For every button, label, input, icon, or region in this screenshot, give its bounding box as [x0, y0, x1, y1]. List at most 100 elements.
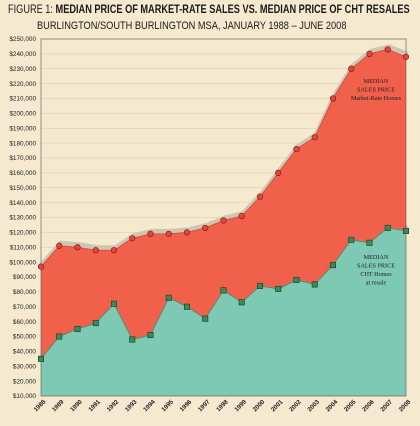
market-point: [129, 235, 136, 242]
market-point: [110, 247, 118, 254]
y-axis-ticks: $10,000 $20,000 $30,000 $40,000 $50,000 $60,0…: [9, 36, 36, 400]
x-tick-label: 1994: [142, 398, 157, 413]
market-point: [147, 230, 154, 237]
x-tick-label: 2007: [379, 398, 394, 413]
cht-point: [129, 336, 136, 343]
cht-point: [329, 262, 336, 269]
cht-point: [348, 236, 355, 243]
x-tick-label: 1997: [197, 398, 212, 413]
cht-point: [165, 294, 172, 301]
y-tick-label: $60,000: [13, 319, 37, 326]
market-point: [293, 145, 300, 153]
x-tick-label: 1992: [106, 398, 121, 413]
market-point: [275, 169, 282, 176]
y-tick-label: $200,000: [9, 111, 36, 118]
y-tick-label: $240,000: [9, 51, 36, 58]
cht-point: [37, 355, 44, 362]
cht-point: [147, 332, 154, 339]
x-tick-label: 2002: [288, 398, 303, 413]
x-tick-label: 2006: [361, 398, 376, 413]
cht-point: [366, 239, 373, 246]
y-tick-label: $30,000: [13, 363, 37, 370]
y-tick-label: $80,000: [13, 289, 37, 296]
y-tick-label: $230,000: [9, 66, 36, 73]
market-annotation-line: Market-Rate Homes: [351, 95, 402, 102]
market-point: [256, 193, 264, 200]
x-tick-label: 1993: [124, 398, 139, 413]
x-tick-label: 2004: [325, 398, 340, 413]
chart-title: FIGURE 1: MEDIAN PRICE OF MARKET-RATE SA…: [8, 4, 410, 17]
x-tick-label: 2005: [343, 398, 358, 413]
market-point: [92, 247, 99, 254]
x-tick-label: 2000: [252, 398, 267, 413]
series-annotations: MEDIAN SALES PRICE Market-Rate Homes MEDIAN…: [351, 78, 402, 287]
y-tick-label: $50,000: [13, 334, 37, 341]
y-tick-label: $130,000: [9, 215, 36, 222]
data-markers: [37, 46, 410, 362]
cht-point: [74, 326, 81, 333]
x-tick-label: 1999: [233, 398, 248, 413]
x-tick-label: 2008: [398, 398, 413, 413]
y-tick-label: $20,000: [13, 378, 37, 385]
x-tick-label: 1996: [179, 398, 194, 413]
cht-point: [256, 282, 263, 289]
y-tick-label: $110,000: [10, 244, 37, 251]
cht-annotation-line: MEDIAN: [364, 254, 389, 261]
x-tick-label: 1989: [51, 398, 66, 413]
cht-point: [111, 300, 118, 307]
title-main: MEDIAN PRICE OF MARKET-RATE SALES VS. ME…: [55, 4, 410, 16]
y-tick-label: $220,000: [9, 81, 36, 88]
cht-point: [275, 285, 282, 292]
cht-annotation-line: at resale: [366, 280, 387, 287]
y-tick-label: $250,000: [9, 36, 36, 43]
cht-point: [92, 320, 99, 327]
y-tick-label: $170,000: [9, 155, 36, 162]
market-point: [384, 46, 391, 53]
cht-point: [384, 224, 391, 231]
cht-point: [184, 303, 191, 310]
x-tick-label: 2001: [270, 398, 285, 413]
cht-point: [402, 227, 409, 234]
market-point: [37, 263, 45, 270]
y-tick-label: $180,000: [9, 140, 36, 147]
cht-point: [220, 287, 227, 294]
x-tick-label: 2003: [306, 398, 321, 413]
market-point: [311, 134, 318, 141]
y-tick-label: $90,000: [13, 274, 37, 281]
y-tick-label: $160,000: [9, 170, 36, 177]
cht-annotation-line: SALES PRICE: [357, 263, 395, 270]
cht-point: [56, 333, 63, 340]
y-tick-label: $120,000: [9, 230, 36, 237]
chart-subtitle: BURLINGTON/SOUTH BURLINGTON MSA, JANUARY…: [37, 20, 347, 32]
y-tick-label: $10,000: [13, 393, 37, 400]
y-tick-label: $210,000: [9, 96, 36, 103]
y-tick-label: $140,000: [9, 200, 36, 207]
market-point: [366, 50, 373, 57]
x-axis-ticks: 1988 1989 1990 1991 1992 1993 1994 1995 1996 1997…: [33, 398, 413, 413]
market-point: [220, 217, 227, 224]
market-annotation-line: MEDIAN: [364, 78, 389, 85]
market-point: [56, 242, 63, 249]
x-tick-label: 1998: [215, 398, 230, 413]
x-tick-label: 1988: [33, 398, 48, 413]
market-point: [329, 95, 337, 102]
x-tick-label: 1990: [69, 398, 84, 413]
market-point: [238, 212, 245, 220]
plot-frame: [40, 38, 407, 397]
market-point: [402, 53, 410, 60]
market-point: [165, 230, 172, 237]
cht-annotation-line: CHT Homes: [360, 271, 392, 278]
y-tick-label: $70,000: [13, 304, 37, 311]
cht-point: [311, 281, 318, 288]
market-point: [74, 244, 81, 251]
cht-area: [41, 227, 406, 396]
y-tick-label: $150,000: [9, 185, 36, 192]
cht-point: [293, 276, 300, 283]
x-tick-label: 1991: [87, 398, 102, 413]
market-point: [202, 224, 209, 232]
cht-point: [238, 299, 245, 306]
market-point: [183, 229, 191, 236]
cht-point: [202, 315, 209, 322]
x-tick-label: 1995: [160, 398, 175, 413]
